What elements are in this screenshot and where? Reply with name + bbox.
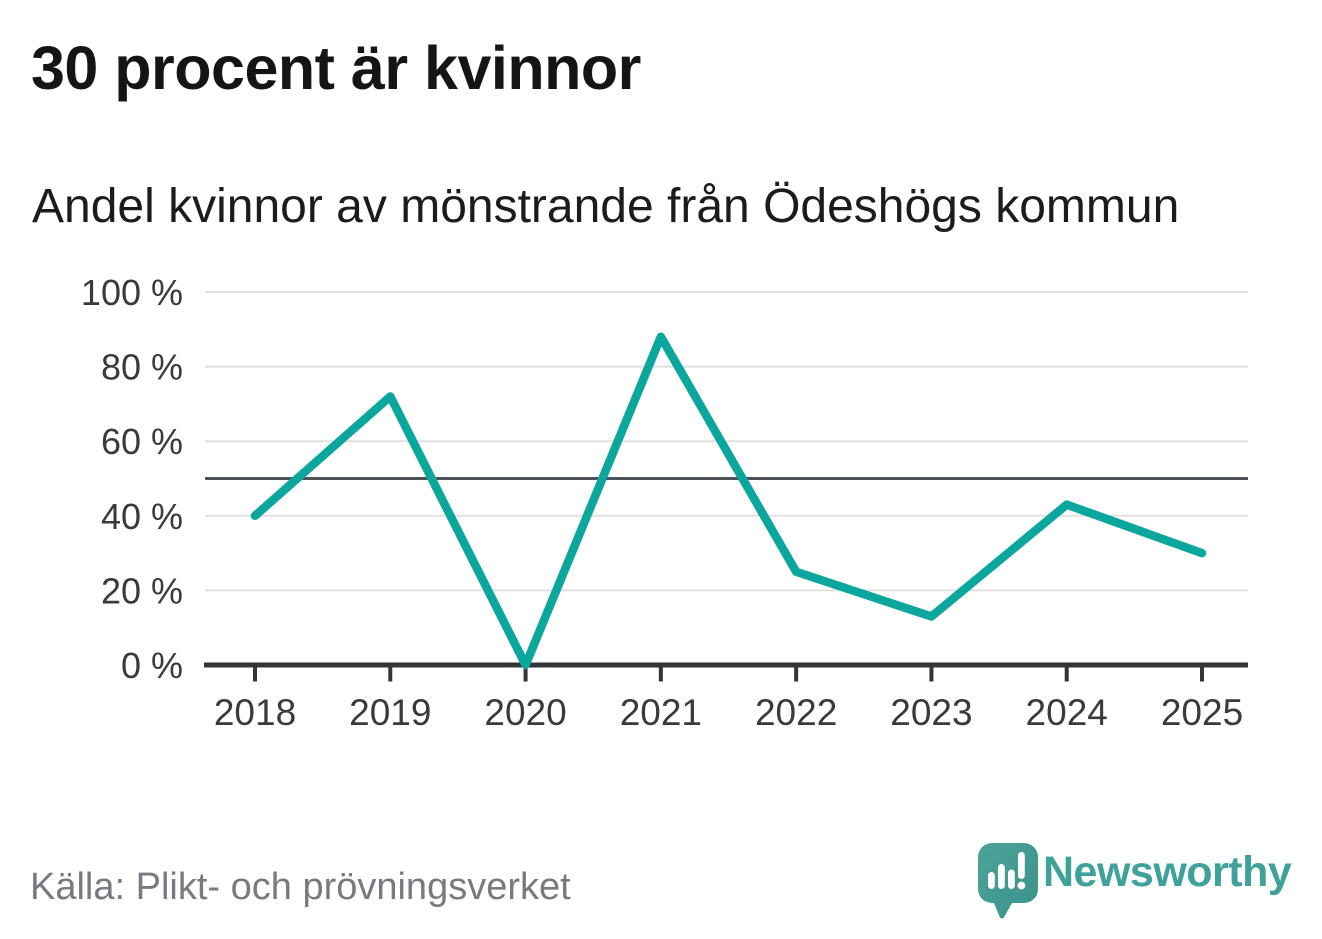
logo-exclamation-bar	[1018, 852, 1025, 879]
x-tick-label-2018: 2018	[214, 692, 296, 733]
logo-bar-2	[998, 864, 1005, 889]
x-tick-label-2024: 2024	[1026, 692, 1108, 733]
x-tick-label-2020: 2020	[484, 692, 566, 733]
chart-title: 30 procent är kvinnor	[31, 34, 641, 102]
newsworthy-wordmark: Newsworthy	[1043, 848, 1292, 896]
y-tick-label-40: 40 %	[101, 496, 183, 537]
source-caption: Källa: Plikt- och prövningsverket	[30, 866, 571, 908]
y-tick-label-20: 20 %	[101, 570, 183, 611]
y-tick-label-80: 80 %	[101, 347, 183, 388]
x-tick-label-2023: 2023	[890, 692, 972, 733]
logo-exclamation-dot	[1017, 881, 1026, 890]
y-tick-label-60: 60 %	[101, 421, 183, 462]
x-tick-label-2025: 2025	[1161, 692, 1243, 733]
newsworthy-logo-icon	[978, 843, 1038, 919]
data-line-andel-kvinnor	[250, 332, 1207, 670]
logo-bar-1	[988, 872, 995, 889]
x-tick-label-2021: 2021	[620, 692, 702, 733]
chart-subtitle: Andel kvinnor av mönstrande från Ödeshög…	[32, 180, 1180, 233]
y-tick-label-100: 100 %	[81, 272, 183, 313]
x-tick-label-2022: 2022	[755, 692, 837, 733]
y-tick-label-0: 0 %	[121, 645, 183, 686]
x-tick-label-2019: 2019	[349, 692, 431, 733]
logo-bar-3	[1008, 869, 1015, 889]
